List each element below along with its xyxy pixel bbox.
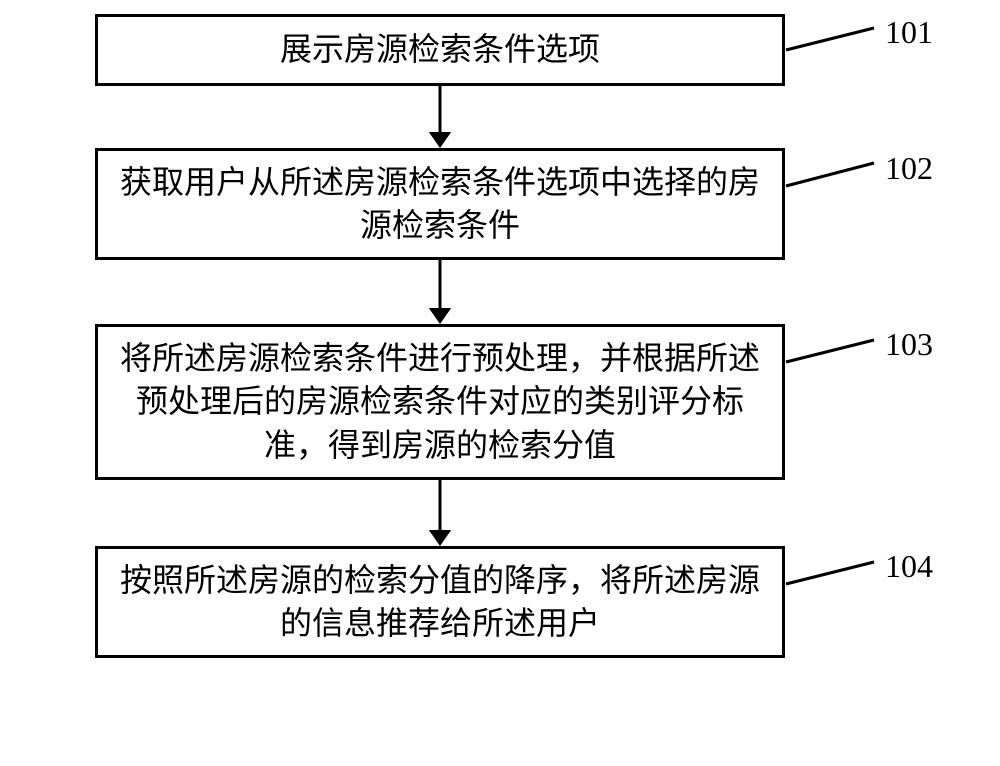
flow-step-text: 将所述房源检索条件进行预处理，并根据所述预处理后的房源检索条件对应的类别评分标准…: [118, 337, 762, 467]
flow-step-text: 按照所述房源的检索分值的降序，将所述房源的信息推荐给所述用户: [118, 559, 762, 645]
flow-arrow: [424, 260, 456, 324]
flow-step-box: 将所述房源检索条件进行预处理，并根据所述预处理后的房源检索条件对应的类别评分标准…: [95, 324, 785, 480]
label-connector-line: [786, 163, 874, 186]
flow-step-text: 展示房源检索条件选项: [280, 28, 600, 71]
label-connector-line: [786, 28, 874, 50]
flow-step-label: 103: [885, 326, 933, 363]
label-connector-line: [786, 340, 874, 362]
flow-step-label: 101: [885, 14, 933, 51]
flow-step-label: 102: [885, 150, 933, 187]
flow-arrow: [424, 86, 456, 148]
flow-step-label: 104: [885, 548, 933, 585]
flow-step-box: 展示房源检索条件选项: [95, 14, 785, 86]
label-connector-line: [786, 562, 874, 584]
flow-step-box: 按照所述房源的检索分值的降序，将所述房源的信息推荐给所述用户: [95, 546, 785, 658]
flow-step-text: 获取用户从所述房源检索条件选项中选择的房源检索条件: [118, 161, 762, 247]
flowchart-canvas: 展示房源检索条件选项 101 获取用户从所述房源检索条件选项中选择的房源检索条件 10…: [0, 0, 1000, 766]
flow-step-box: 获取用户从所述房源检索条件选项中选择的房源检索条件: [95, 148, 785, 260]
flow-arrow: [424, 480, 456, 546]
